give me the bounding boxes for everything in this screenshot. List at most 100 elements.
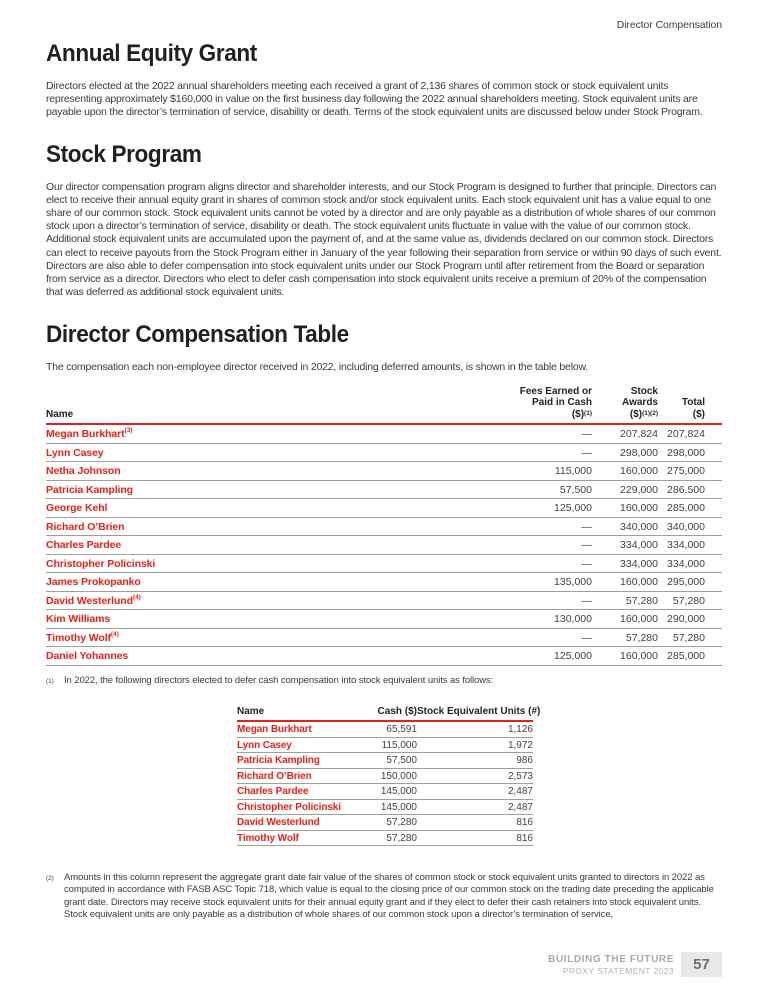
table-row: Patricia Kampling 57,500 986 xyxy=(237,752,533,769)
stock-awards-cell: 57,280 xyxy=(592,591,658,611)
deferral-column-header-units: Stock Equivalent Units (#) xyxy=(417,706,540,723)
stock-awards-cell: 340,000 xyxy=(592,517,658,537)
table-row: Kim Williams 130,000 160,000 290,000 xyxy=(46,609,722,629)
fees-cell: 125,000 xyxy=(458,646,592,666)
director-name-cell: Megan Burkhart(3) xyxy=(46,424,458,444)
total-cell: 275,000 xyxy=(658,461,722,481)
fees-cell: 57,500 xyxy=(458,480,592,500)
table-row: Timothy Wolf(4) —57,280 57,280 xyxy=(46,628,722,648)
column-header-stock-awards: Stock Awards ($)(1)(2) xyxy=(592,385,658,426)
fees-cell: — xyxy=(458,443,592,463)
total-cell: 285,000 xyxy=(658,646,722,666)
fees-cell: 125,000 xyxy=(458,498,592,518)
director-name-cell: Netha Johnson xyxy=(46,461,458,481)
fees-cell: 130,000 xyxy=(458,609,592,629)
fees-header-line1: Fees Earned or xyxy=(519,385,592,397)
table-row: Patricia Kampling 57,500 229,000 286,500 xyxy=(46,480,722,500)
stock-awards-cell: 160,000 xyxy=(592,646,658,666)
table-row: Richard O’Brien 150,000 2,573 xyxy=(237,768,533,785)
fees-header-footnote-ref: (1) xyxy=(584,409,592,417)
stock-equivalent-units-cell: 2,573 xyxy=(417,768,533,785)
table-row: Timothy Wolf 57,280 816 xyxy=(237,830,533,847)
stock-equivalent-units-cell: 986 xyxy=(417,752,533,769)
footnote-2-marker: (2) xyxy=(46,875,54,883)
stock-equivalent-units-cell: 816 xyxy=(417,814,533,831)
column-header-total: Total ($) xyxy=(658,385,722,426)
footer-document-title: PROXY STATEMENT 2023 xyxy=(562,965,674,976)
fees-cell: — xyxy=(458,591,592,611)
director-name-cell: Megan Burkhart xyxy=(237,721,357,738)
table-row: Charles Pardee 145,000 2,487 xyxy=(237,783,533,800)
table-row: James Prokopanko 135,000 160,000 295,000 xyxy=(46,572,722,592)
director-name-cell: Charles Pardee xyxy=(237,783,357,800)
stock-awards-cell: 57,280 xyxy=(592,628,658,648)
deferral-column-header-cash: Cash ($) xyxy=(357,706,417,723)
total-cell: 340,000 xyxy=(658,517,722,537)
stock-awards-cell: 160,000 xyxy=(592,572,658,592)
stock-equivalent-units-cell: 1,126 xyxy=(417,721,533,738)
director-name-cell: James Prokopanko xyxy=(46,572,458,592)
total-header-line1: Total xyxy=(681,397,705,409)
cash-cell: 57,280 xyxy=(357,814,417,831)
annual-equity-grant-paragraph: Directors elected at the 2022 annual sha… xyxy=(46,80,703,119)
stock-awards-cell: 298,000 xyxy=(592,443,658,463)
director-compensation-table-intro: The compensation each non-employee direc… xyxy=(46,361,588,374)
director-name-cell: David Westerlund(4) xyxy=(46,591,458,611)
table-row: Netha Johnson 115,000 160,000 275,000 xyxy=(46,461,722,481)
total-header-line2: ($) xyxy=(692,408,705,420)
fees-cell: — xyxy=(458,424,592,444)
director-name-cell: Lynn Casey xyxy=(237,737,357,754)
deferral-table: Name Cash ($) Stock Equivalent Units (#)… xyxy=(237,706,540,847)
director-name-cell: Richard O’Brien xyxy=(237,768,357,785)
total-cell: 286,500 xyxy=(658,480,722,500)
total-cell: 290,000 xyxy=(658,609,722,629)
total-cell: 334,000 xyxy=(658,554,722,574)
cash-cell: 145,000 xyxy=(357,783,417,800)
fees-cell: 115,000 xyxy=(458,461,592,481)
cash-cell: 145,000 xyxy=(357,799,417,816)
stock-header-footnote-ref: (1)(2) xyxy=(642,409,658,417)
table-row: Daniel Yohannes 125,000 160,000 285,000 xyxy=(46,646,722,666)
stock-awards-cell: 160,000 xyxy=(592,461,658,481)
footnote-2: (2) Amounts in this column represent the… xyxy=(46,872,722,922)
director-name-cell: Daniel Yohannes xyxy=(46,646,458,666)
page-number-badge: 57 xyxy=(681,952,722,977)
table-row: Megan Burkhart(3) —207,824 207,824 xyxy=(46,424,722,444)
comp-table-header-row: Name Fees Earned or Paid in Cash ($)(1) … xyxy=(46,385,722,426)
stock-awards-cell: 207,824 xyxy=(592,424,658,444)
total-cell: 298,000 xyxy=(658,443,722,463)
director-name-cell: Charles Pardee xyxy=(46,535,458,555)
table-row: Charles Pardee —334,000 334,000 xyxy=(46,535,722,555)
fees-header-line2: Paid in Cash xyxy=(531,397,592,409)
total-cell: 207,824 xyxy=(658,424,722,444)
footnote-1-text: In 2022, the following directors elected… xyxy=(64,674,494,686)
page-footer: BUILDING THE FUTURE PROXY STATEMENT 2023… xyxy=(548,952,722,977)
stock-equivalent-units-cell: 1,972 xyxy=(417,737,533,754)
stock-equivalent-units-cell: 816 xyxy=(417,830,533,847)
fees-cell: — xyxy=(458,628,592,648)
total-cell: 57,280 xyxy=(658,628,722,648)
table-row: Christopher Policinski —334,000 334,000 xyxy=(46,554,722,574)
stock-header-line3: ($) xyxy=(629,408,643,420)
stock-awards-cell: 160,000 xyxy=(592,609,658,629)
director-name-cell: David Westerlund xyxy=(237,814,357,831)
cash-cell: 65,591 xyxy=(357,721,417,738)
footnote-1-marker: (1) xyxy=(46,677,54,685)
fees-cell: 135,000 xyxy=(458,572,592,592)
director-name-cell: Patricia Kampling xyxy=(46,480,458,500)
stock-program-paragraph: Our director compensation program aligns… xyxy=(46,180,722,299)
director-name-cell: Patricia Kampling xyxy=(237,752,357,769)
total-cell: 57,280 xyxy=(658,591,722,611)
director-name-cell: Kim Williams xyxy=(46,609,458,629)
name-footnote-ref: (4) xyxy=(132,593,141,601)
director-name-cell: Christopher Policinski xyxy=(46,554,458,574)
name-footnote-ref: (4) xyxy=(110,630,119,638)
cash-cell: 115,000 xyxy=(357,737,417,754)
stock-program-heading: Stock Program xyxy=(46,140,202,168)
cash-cell: 150,000 xyxy=(357,768,417,785)
stock-awards-cell: 334,000 xyxy=(592,535,658,555)
fees-cell: — xyxy=(458,535,592,555)
deferral-table-header-row: Name Cash ($) Stock Equivalent Units (#) xyxy=(237,706,540,723)
name-footnote-ref: (3) xyxy=(124,427,133,435)
